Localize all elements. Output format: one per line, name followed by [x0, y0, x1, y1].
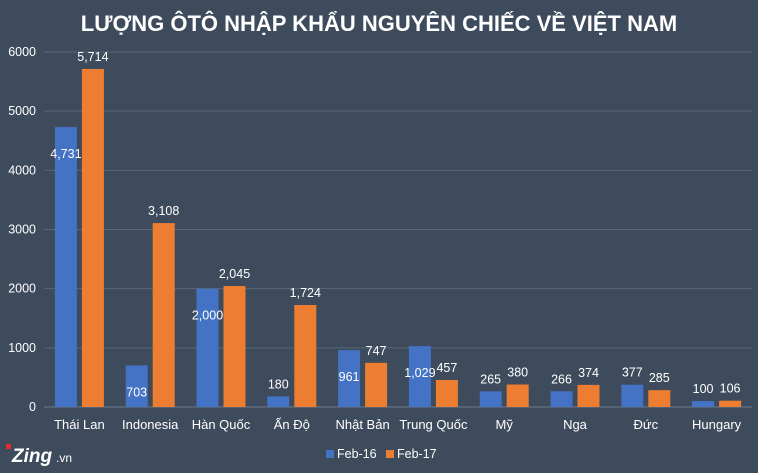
- data-label: 265: [480, 372, 501, 386]
- y-tick-label: 1000: [8, 341, 36, 355]
- chart-title: LƯỢNG ÔTÔ NHẬP KHẨU NGUYÊN CHIẾC VỀ VIỆT…: [81, 11, 677, 36]
- bar-feb-17: [506, 384, 529, 407]
- x-axis: Thái Lan Indonesia Hàn Quốc Ấn Độ Nhật Bản Tr…: [54, 417, 742, 432]
- bar-feb-17: [719, 400, 742, 407]
- legend-label: Feb-16: [337, 447, 377, 461]
- bar-feb-17: [577, 384, 600, 407]
- x-tick-label: Mỹ: [496, 417, 514, 432]
- bar-feb-16: [267, 396, 290, 407]
- y-tick-label: 2000: [8, 282, 36, 296]
- x-tick-label: Thái Lan: [54, 417, 105, 432]
- bar-feb-17: [365, 362, 388, 407]
- x-tick-label: Ấn Độ: [274, 417, 310, 432]
- data-label: 961: [339, 370, 360, 384]
- y-tick-label: 6000: [8, 45, 36, 59]
- x-tick-label: Nga: [563, 417, 588, 432]
- data-label: 266: [551, 372, 572, 386]
- legend-swatch: [326, 450, 334, 458]
- bar-feb-17: [294, 304, 317, 407]
- bar-feb-17: [223, 286, 246, 407]
- bar-feb-17: [152, 223, 175, 407]
- y-axis: 0 1000 2000 3000 4000 5000 6000: [8, 45, 36, 414]
- data-label: 3,108: [148, 204, 179, 218]
- data-label: 285: [649, 371, 670, 385]
- x-tick-label: Trung Quốc: [399, 417, 468, 432]
- data-label: 1,029: [404, 366, 435, 380]
- data-label: 703: [126, 385, 147, 399]
- zing-logo: Zing .vn: [6, 444, 72, 467]
- data-label: 2,000: [192, 309, 223, 323]
- bar-feb-17: [435, 379, 458, 407]
- legend-label: Feb-17: [397, 447, 437, 461]
- y-tick-label: 5000: [8, 104, 36, 118]
- logo-main-text: Zing: [11, 446, 52, 467]
- data-label: 374: [578, 366, 599, 380]
- bar-feb-16: [54, 127, 77, 408]
- grid-lines: [44, 51, 752, 408]
- bar-feb-17: [81, 68, 104, 408]
- bar-feb-16: [692, 401, 715, 407]
- bar-feb-16: [408, 346, 431, 407]
- logo-dot-icon: [6, 444, 11, 449]
- data-label: 4,731: [50, 147, 81, 161]
- data-label: 106: [720, 382, 741, 396]
- data-label: 100: [693, 382, 714, 396]
- x-tick-label: Hungary: [692, 417, 742, 432]
- data-label: 747: [366, 344, 387, 358]
- data-label: 1,724: [290, 286, 321, 300]
- y-tick-label: 4000: [8, 163, 36, 177]
- bar-feb-16: [621, 384, 644, 407]
- y-tick-label: 0: [29, 400, 36, 414]
- data-label: 380: [507, 366, 528, 380]
- data-label: 180: [268, 377, 289, 391]
- legend-swatch: [386, 450, 394, 458]
- x-tick-label: Indonesia: [122, 417, 179, 432]
- bar-feb-16: [479, 391, 502, 407]
- x-tick-label: Nhật Bản: [335, 417, 389, 432]
- data-label: 2,045: [219, 267, 250, 281]
- x-tick-label: Hàn Quốc: [192, 417, 251, 432]
- data-label: 377: [622, 366, 643, 380]
- bar-feb-16: [550, 391, 573, 407]
- bar-feb-16: [338, 350, 361, 407]
- bar-feb-16: [196, 288, 219, 407]
- y-tick-label: 3000: [8, 223, 36, 237]
- data-label: 5,714: [77, 50, 108, 64]
- x-tick-label: Đức: [634, 417, 659, 432]
- bar-feb-17: [648, 390, 671, 407]
- data-label: 457: [436, 361, 457, 375]
- legend: Feb-16 Feb-17: [326, 447, 437, 461]
- bars: 4,731 5,714 703 3,108 2,000 2,045 180 1,724 961 7…: [50, 50, 742, 408]
- bar-feb-16: [125, 365, 148, 407]
- logo-sub-text: .vn: [56, 451, 72, 465]
